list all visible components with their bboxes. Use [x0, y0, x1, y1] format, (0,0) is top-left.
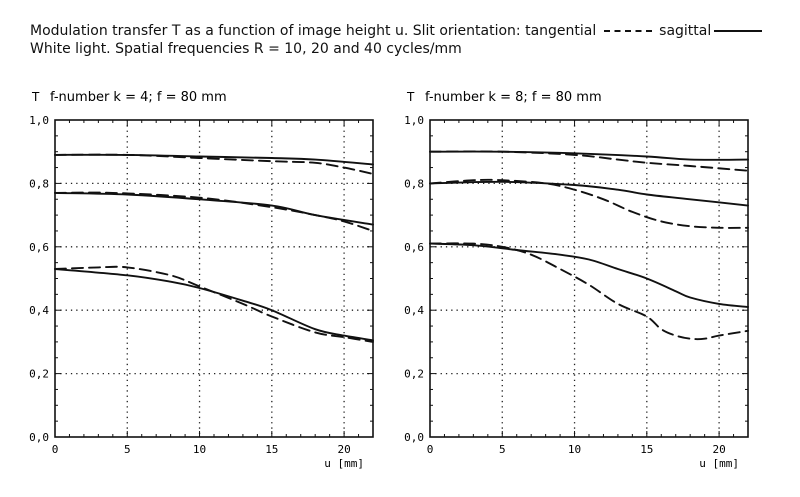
y-tick-label: 0,4: [404, 304, 424, 317]
x-axis-label: u [mm]: [699, 457, 739, 470]
y-tick-label: 0,6: [29, 241, 49, 254]
x-tick-label: 20: [712, 443, 725, 456]
x-tick-label: 5: [124, 443, 131, 456]
tangential-legend-swatch: [603, 30, 652, 32]
x-tick-label: 10: [568, 443, 581, 456]
x-tick-label: 20: [337, 443, 350, 456]
series-line-40-tangential: [54, 265, 374, 343]
y-tick-label: 1,0: [29, 114, 49, 127]
y-tick-label: 0,0: [29, 431, 49, 444]
chart-title: f-number k = 4; f = 80 mm: [50, 90, 227, 105]
series-line-20-tangential: [54, 191, 374, 232]
header-line-1: Modulation transfer T as a function of i…: [30, 22, 765, 40]
series-line-10-tangential: [429, 150, 749, 172]
x-tick-label: 15: [640, 443, 653, 456]
series-line-40-tangential: [429, 242, 749, 341]
x-tick-label: 5: [499, 443, 506, 456]
sagittal-legend-label: sagittal: [654, 23, 712, 39]
series-line-40-sagittal: [429, 242, 749, 308]
series-line-40-sagittal: [54, 268, 374, 342]
x-tick-label: 15: [265, 443, 278, 456]
chart-header: Modulation transfer T as a function of i…: [30, 22, 765, 58]
y-tick-label: 0,8: [29, 177, 49, 190]
header-description: Modulation transfer T as a function of i…: [30, 23, 601, 39]
y-tick-label: 0,8: [404, 177, 424, 190]
sagittal-legend-swatch: [714, 30, 763, 32]
x-tick-label: 0: [52, 443, 59, 456]
y-axis-symbol: T: [406, 90, 415, 104]
x-tick-label: 10: [193, 443, 206, 456]
series-line-10-tangential: [54, 153, 374, 175]
series-line-20-sagittal: [429, 180, 749, 207]
chart-title: f-number k = 8; f = 80 mm: [425, 90, 602, 105]
plot-frame: [429, 119, 749, 438]
x-axis-label: u [mm]: [324, 457, 364, 470]
y-tick-label: 0,2: [404, 368, 424, 381]
plot-frame: [54, 119, 374, 438]
y-axis-symbol: T: [31, 90, 40, 104]
y-tick-label: 0,6: [404, 241, 424, 254]
y-tick-label: 0,0: [404, 431, 424, 444]
y-tick-label: 0,4: [29, 304, 49, 317]
series-line-20-tangential: [429, 178, 749, 229]
header-line-2: White light. Spatial frequencies R = 10,…: [30, 41, 462, 57]
y-tick-label: 0,2: [29, 368, 49, 381]
series-line-20-sagittal: [54, 191, 374, 226]
y-tick-label: 1,0: [404, 114, 424, 127]
x-tick-label: 0: [427, 443, 434, 456]
